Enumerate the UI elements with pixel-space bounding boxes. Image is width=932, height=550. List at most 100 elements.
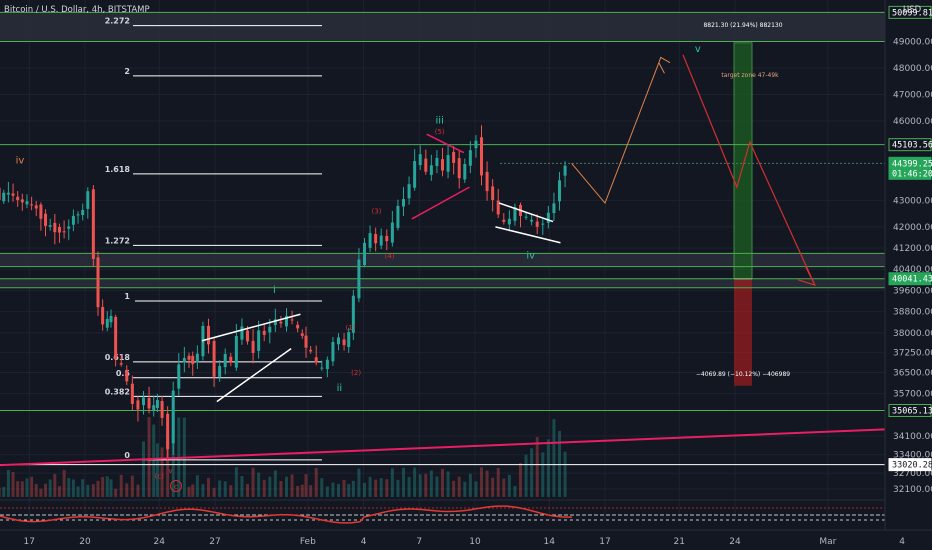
volume-bar bbox=[114, 488, 118, 497]
candle-body bbox=[347, 332, 351, 348]
candle-body bbox=[109, 315, 113, 323]
candle-body bbox=[474, 140, 478, 149]
price-tag[interactable] bbox=[888, 403, 932, 417]
candle-body bbox=[91, 189, 95, 259]
trend-drawings[interactable] bbox=[0, 54, 886, 467]
time-axis[interactable]: 17 20 24 27 Feb 4 7 10 14 17 21 24 Mar 4 bbox=[0, 529, 932, 547]
candle-body bbox=[262, 330, 266, 335]
time-tick-label: 21 bbox=[674, 537, 685, 547]
price-tag[interactable] bbox=[888, 138, 932, 152]
resistance-zone bbox=[0, 253, 885, 267]
volume-bar bbox=[535, 437, 539, 497]
price-tick-label: 36500.00 bbox=[893, 368, 932, 378]
triangle-lower-line[interactable] bbox=[411, 186, 470, 220]
wave-label: ii bbox=[337, 383, 343, 394]
candle-body bbox=[463, 164, 467, 180]
volume-bar bbox=[16, 481, 20, 497]
wave-label: iv bbox=[16, 155, 25, 166]
price-tick-label: 32100.00 bbox=[893, 485, 932, 495]
time-tick-label: 17 bbox=[24, 537, 35, 547]
position-lower-label: −4069.89 (−10.12%) −406989 bbox=[696, 371, 790, 378]
candle-body bbox=[300, 333, 304, 336]
price-tag[interactable] bbox=[888, 156, 932, 180]
countdown-label: 01:46:20 bbox=[892, 169, 932, 179]
candle-body bbox=[182, 358, 186, 363]
candle-body bbox=[30, 204, 34, 206]
time-tick-label: Mar bbox=[819, 537, 836, 547]
fib-extension[interactable]: 2.272 2 1.618 1.272 1 0.618 0.5 0.382 0 bbox=[105, 17, 322, 461]
candle-body bbox=[524, 216, 528, 218]
candle-body bbox=[535, 221, 539, 227]
candle-body bbox=[304, 335, 308, 348]
price-tag[interactable] bbox=[888, 272, 932, 286]
position-stop-box[interactable] bbox=[734, 278, 752, 386]
volume-bar bbox=[474, 481, 478, 497]
wedge-upper-line[interactable] bbox=[201, 313, 301, 342]
candle-body bbox=[212, 341, 216, 377]
price-tag[interactable] bbox=[888, 5, 932, 19]
long-position-tool[interactable]: 8821.30 (21.94%) 882130 −4069.89 (−10.12%… bbox=[696, 22, 790, 386]
candle-body bbox=[114, 316, 118, 360]
projection-path-down[interactable] bbox=[682, 54, 816, 286]
candle-body bbox=[48, 225, 52, 227]
price-tick-label: 37250.00 bbox=[893, 349, 932, 359]
price-tag[interactable] bbox=[888, 458, 932, 472]
volume-bar bbox=[152, 424, 156, 497]
candle-body bbox=[309, 349, 313, 352]
price-tag-label: 45103.56 bbox=[892, 141, 932, 151]
volume-bar bbox=[262, 479, 266, 497]
flag-lower-line[interactable] bbox=[495, 226, 561, 244]
price-tag-label: 40041.43 bbox=[892, 275, 932, 285]
price-tick-label: 48000.00 bbox=[893, 64, 932, 74]
candle-body bbox=[20, 199, 24, 203]
time-tick-label: 10 bbox=[469, 537, 481, 547]
volume-bar bbox=[424, 473, 428, 497]
rising-trendline[interactable] bbox=[0, 428, 886, 467]
candle-body bbox=[546, 212, 550, 223]
wave-label: (1) bbox=[346, 324, 356, 332]
candle-body bbox=[273, 319, 277, 326]
price-tag-label: 35065.13 bbox=[892, 406, 932, 416]
horizontal-levels[interactable] bbox=[0, 0, 885, 466]
triangle-upper-line[interactable] bbox=[426, 133, 465, 154]
price-tick-label: 34100.00 bbox=[893, 432, 932, 442]
volume-bar bbox=[240, 476, 244, 497]
candle-body bbox=[223, 354, 227, 368]
price-axis[interactable]: 49000.00 48000.00 47000.00 46000.00 43000.00… bbox=[884, 0, 932, 550]
candle-body bbox=[413, 161, 417, 188]
volume-bar bbox=[530, 448, 534, 497]
fib-level-label: 2 bbox=[124, 67, 130, 76]
projection-path-up[interactable] bbox=[571, 62, 660, 204]
volume-bar bbox=[273, 470, 277, 497]
volume-bar bbox=[507, 474, 511, 497]
flag-upper-line[interactable] bbox=[498, 202, 554, 223]
volume-bar bbox=[125, 483, 129, 497]
volume-bar bbox=[57, 486, 61, 497]
candle-body bbox=[2, 192, 6, 202]
price-tick-label: 41200.00 bbox=[893, 244, 932, 254]
volume-bar bbox=[314, 467, 318, 497]
volume-bar bbox=[363, 482, 366, 497]
projection-arrowhead bbox=[658, 56, 671, 74]
wedge-lower-line[interactable] bbox=[216, 348, 292, 403]
volume-bar bbox=[491, 477, 495, 497]
volume-bar bbox=[53, 474, 57, 497]
volume-bar bbox=[546, 439, 550, 497]
candle-body bbox=[452, 151, 456, 163]
volume-bar bbox=[44, 483, 48, 497]
candle-body bbox=[155, 400, 159, 408]
price-tag-label: 33020.28 bbox=[892, 461, 932, 471]
time-tick-label: 24 bbox=[154, 537, 166, 547]
candle-body bbox=[191, 355, 195, 365]
volume-bar bbox=[207, 477, 210, 497]
candle-body bbox=[285, 315, 288, 327]
resistance-zones bbox=[0, 12, 885, 288]
candle-body bbox=[402, 198, 405, 207]
fib-level-label: 1 bbox=[124, 292, 130, 301]
volume-bar bbox=[296, 485, 300, 497]
volume-bar bbox=[136, 484, 140, 497]
volume-bar bbox=[390, 468, 394, 497]
